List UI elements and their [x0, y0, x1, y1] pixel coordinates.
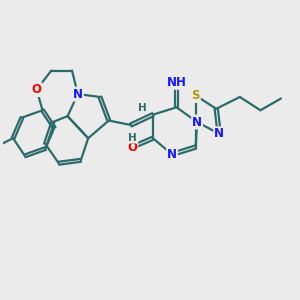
- Text: H: H: [138, 103, 147, 113]
- Text: H: H: [128, 133, 137, 142]
- Text: N: N: [73, 88, 83, 100]
- Text: S: S: [191, 89, 200, 102]
- Text: N: N: [192, 116, 202, 128]
- Text: O: O: [127, 141, 137, 154]
- Text: N: N: [214, 127, 224, 140]
- Text: O: O: [32, 83, 42, 96]
- Text: N: N: [167, 148, 177, 161]
- Text: NH: NH: [167, 76, 186, 89]
